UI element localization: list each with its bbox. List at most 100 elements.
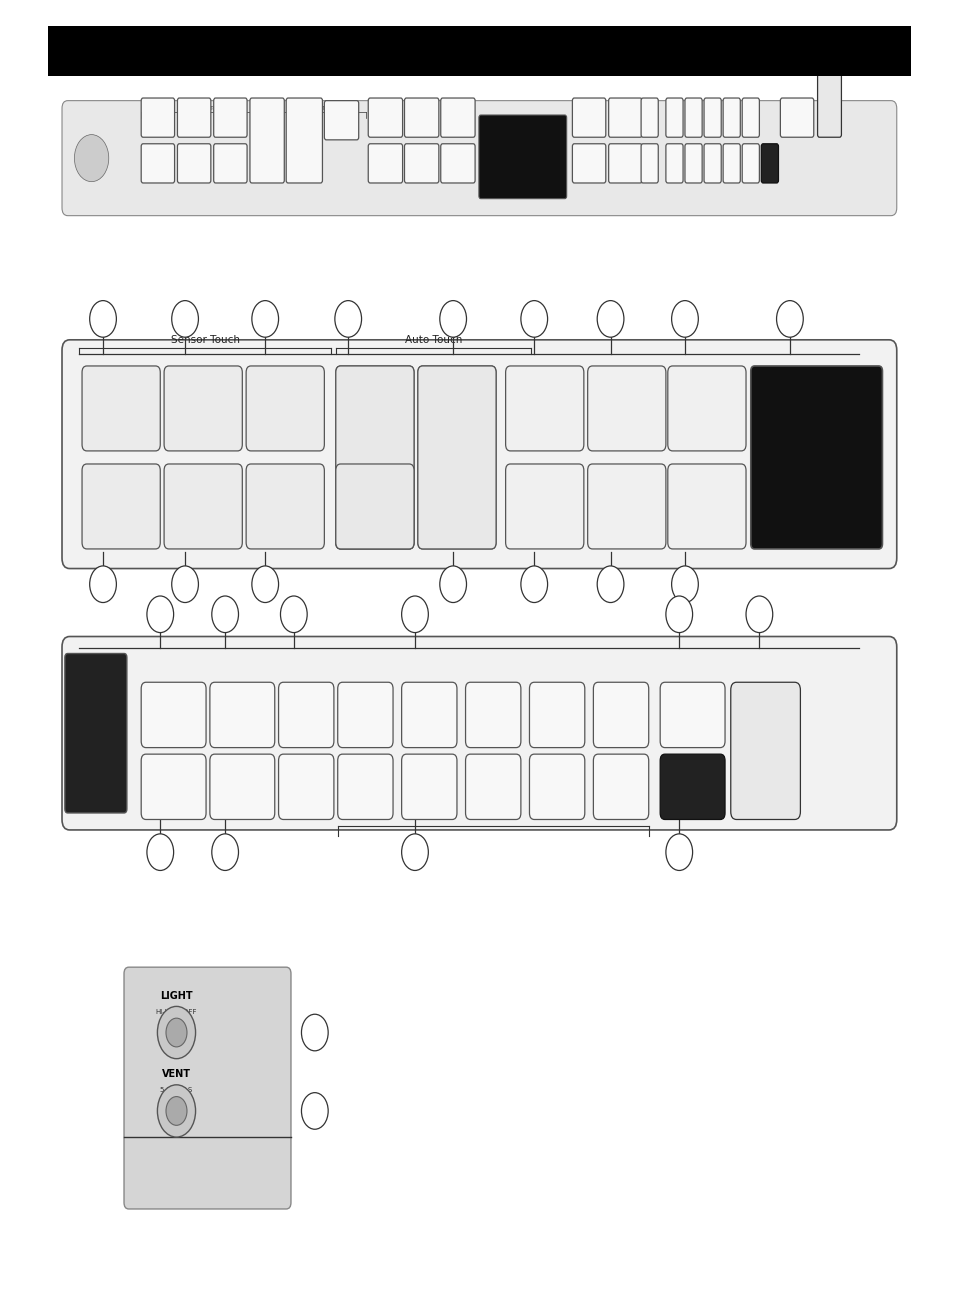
- Circle shape: [335, 301, 361, 337]
- Circle shape: [401, 596, 428, 633]
- FancyBboxPatch shape: [404, 98, 438, 137]
- Text: Auto Touch: Auto Touch: [405, 335, 462, 345]
- Text: Sensor Touch: Sensor Touch: [171, 335, 239, 345]
- Circle shape: [212, 834, 238, 870]
- Circle shape: [671, 301, 698, 337]
- FancyBboxPatch shape: [572, 98, 605, 137]
- FancyBboxPatch shape: [368, 144, 402, 183]
- FancyBboxPatch shape: [780, 98, 813, 137]
- FancyBboxPatch shape: [667, 464, 745, 549]
- Text: 1: 1: [673, 115, 675, 120]
- Text: 4: 4: [551, 706, 562, 724]
- FancyBboxPatch shape: [250, 98, 284, 183]
- FancyBboxPatch shape: [529, 682, 584, 748]
- Text: 7: 7: [692, 161, 694, 166]
- Text: VENT: VENT: [162, 1069, 191, 1080]
- FancyBboxPatch shape: [417, 366, 496, 549]
- Circle shape: [439, 566, 466, 603]
- FancyBboxPatch shape: [82, 366, 160, 451]
- Text: POPCORN: POPCORN: [148, 115, 168, 120]
- Text: Auto Touch: Auto Touch: [309, 106, 335, 111]
- Text: HOLD
WARM: HOLD WARM: [452, 114, 463, 122]
- Circle shape: [665, 596, 692, 633]
- FancyBboxPatch shape: [505, 366, 583, 451]
- Text: 5: 5: [749, 115, 751, 120]
- FancyBboxPatch shape: [659, 754, 724, 819]
- FancyBboxPatch shape: [62, 340, 896, 569]
- FancyBboxPatch shape: [62, 637, 896, 830]
- FancyBboxPatch shape: [368, 98, 402, 137]
- FancyBboxPatch shape: [741, 144, 759, 183]
- FancyBboxPatch shape: [278, 754, 334, 819]
- FancyBboxPatch shape: [213, 98, 247, 137]
- Text: ∧
MORE: ∧ MORE: [644, 114, 654, 122]
- Text: CHICKEN
CHOICES: CHICKEN CHOICES: [350, 495, 399, 518]
- Text: START: START: [821, 93, 837, 97]
- Text: STOP
CLEAR: STOP CLEAR: [672, 701, 712, 729]
- FancyBboxPatch shape: [722, 144, 740, 183]
- Circle shape: [172, 301, 198, 337]
- Text: POTATO: POTATO: [186, 115, 202, 120]
- Text: HOMEMADE
BAKERY: HOMEMADE BAKERY: [331, 116, 352, 124]
- Text: HI-LOW-OFF: HI-LOW-OFF: [155, 1009, 197, 1014]
- FancyBboxPatch shape: [335, 366, 414, 549]
- Circle shape: [90, 566, 116, 603]
- Text: LIGHT: LIGHT: [160, 991, 193, 1001]
- Text: AUTO
DEFROST: AUTO DEFROST: [413, 114, 430, 122]
- FancyBboxPatch shape: [760, 144, 778, 183]
- Text: 6: 6: [359, 778, 371, 796]
- Text: FROZEN
ENTREE: FROZEN ENTREE: [223, 159, 237, 167]
- Circle shape: [74, 135, 109, 182]
- FancyBboxPatch shape: [465, 754, 520, 819]
- FancyBboxPatch shape: [177, 144, 211, 183]
- Text: CHICKEN
CHOICES: CHICKEN CHOICES: [350, 447, 399, 468]
- FancyBboxPatch shape: [703, 144, 720, 183]
- FancyBboxPatch shape: [337, 754, 393, 819]
- Text: VEGETABLE: VEGETABLE: [89, 502, 153, 511]
- FancyBboxPatch shape: [278, 682, 334, 748]
- Text: CUSTOM
SET: CUSTOM SET: [682, 495, 730, 518]
- Circle shape: [301, 1014, 328, 1051]
- Text: SOFTEN: SOFTEN: [378, 115, 392, 120]
- Text: 4: 4: [730, 115, 732, 120]
- FancyBboxPatch shape: [440, 144, 475, 183]
- FancyBboxPatch shape: [246, 366, 324, 451]
- Text: MELT: MELT: [530, 502, 558, 511]
- FancyBboxPatch shape: [593, 682, 648, 748]
- Bar: [48, 26, 910, 76]
- Text: 2: 2: [423, 706, 435, 724]
- Circle shape: [597, 566, 623, 603]
- Text: LARGE
DISH
MENUS: LARGE DISH MENUS: [297, 133, 311, 148]
- Circle shape: [671, 566, 698, 603]
- FancyBboxPatch shape: [401, 682, 456, 748]
- Circle shape: [745, 596, 772, 633]
- Text: CHICKEN
CHOICES: CHICKEN CHOICES: [350, 447, 399, 468]
- Text: REHEAT: REHEAT: [181, 502, 225, 511]
- FancyBboxPatch shape: [529, 754, 584, 819]
- Circle shape: [212, 596, 238, 633]
- Text: LG: LG: [94, 156, 104, 161]
- Text: RICE: RICE: [226, 115, 234, 120]
- Text: 3: 3: [711, 115, 713, 120]
- FancyBboxPatch shape: [177, 98, 211, 137]
- Circle shape: [157, 1085, 195, 1137]
- Text: ∧
MORE: ∧ MORE: [287, 701, 325, 729]
- FancyBboxPatch shape: [659, 682, 724, 748]
- FancyBboxPatch shape: [640, 144, 658, 183]
- Text: LARGE
DISH
MENUS: LARGE DISH MENUS: [436, 440, 476, 474]
- FancyBboxPatch shape: [640, 98, 658, 137]
- Text: ∨
LESS: ∨ LESS: [291, 772, 321, 801]
- Text: POPCORN: POPCORN: [93, 404, 149, 413]
- FancyBboxPatch shape: [286, 98, 322, 183]
- FancyBboxPatch shape: [505, 464, 583, 549]
- Circle shape: [252, 566, 278, 603]
- Text: LARGE
DISH
MENUS: LARGE DISH MENUS: [436, 440, 476, 474]
- Text: AUTO
DEFROST: AUTO DEFROST: [600, 397, 652, 420]
- Text: CUSTOM
SET: CUSTOM SET: [450, 159, 465, 167]
- FancyBboxPatch shape: [608, 98, 641, 137]
- FancyBboxPatch shape: [141, 144, 174, 183]
- FancyBboxPatch shape: [141, 682, 206, 748]
- FancyBboxPatch shape: [82, 464, 160, 549]
- Text: 8: 8: [711, 161, 713, 166]
- FancyBboxPatch shape: [62, 101, 896, 216]
